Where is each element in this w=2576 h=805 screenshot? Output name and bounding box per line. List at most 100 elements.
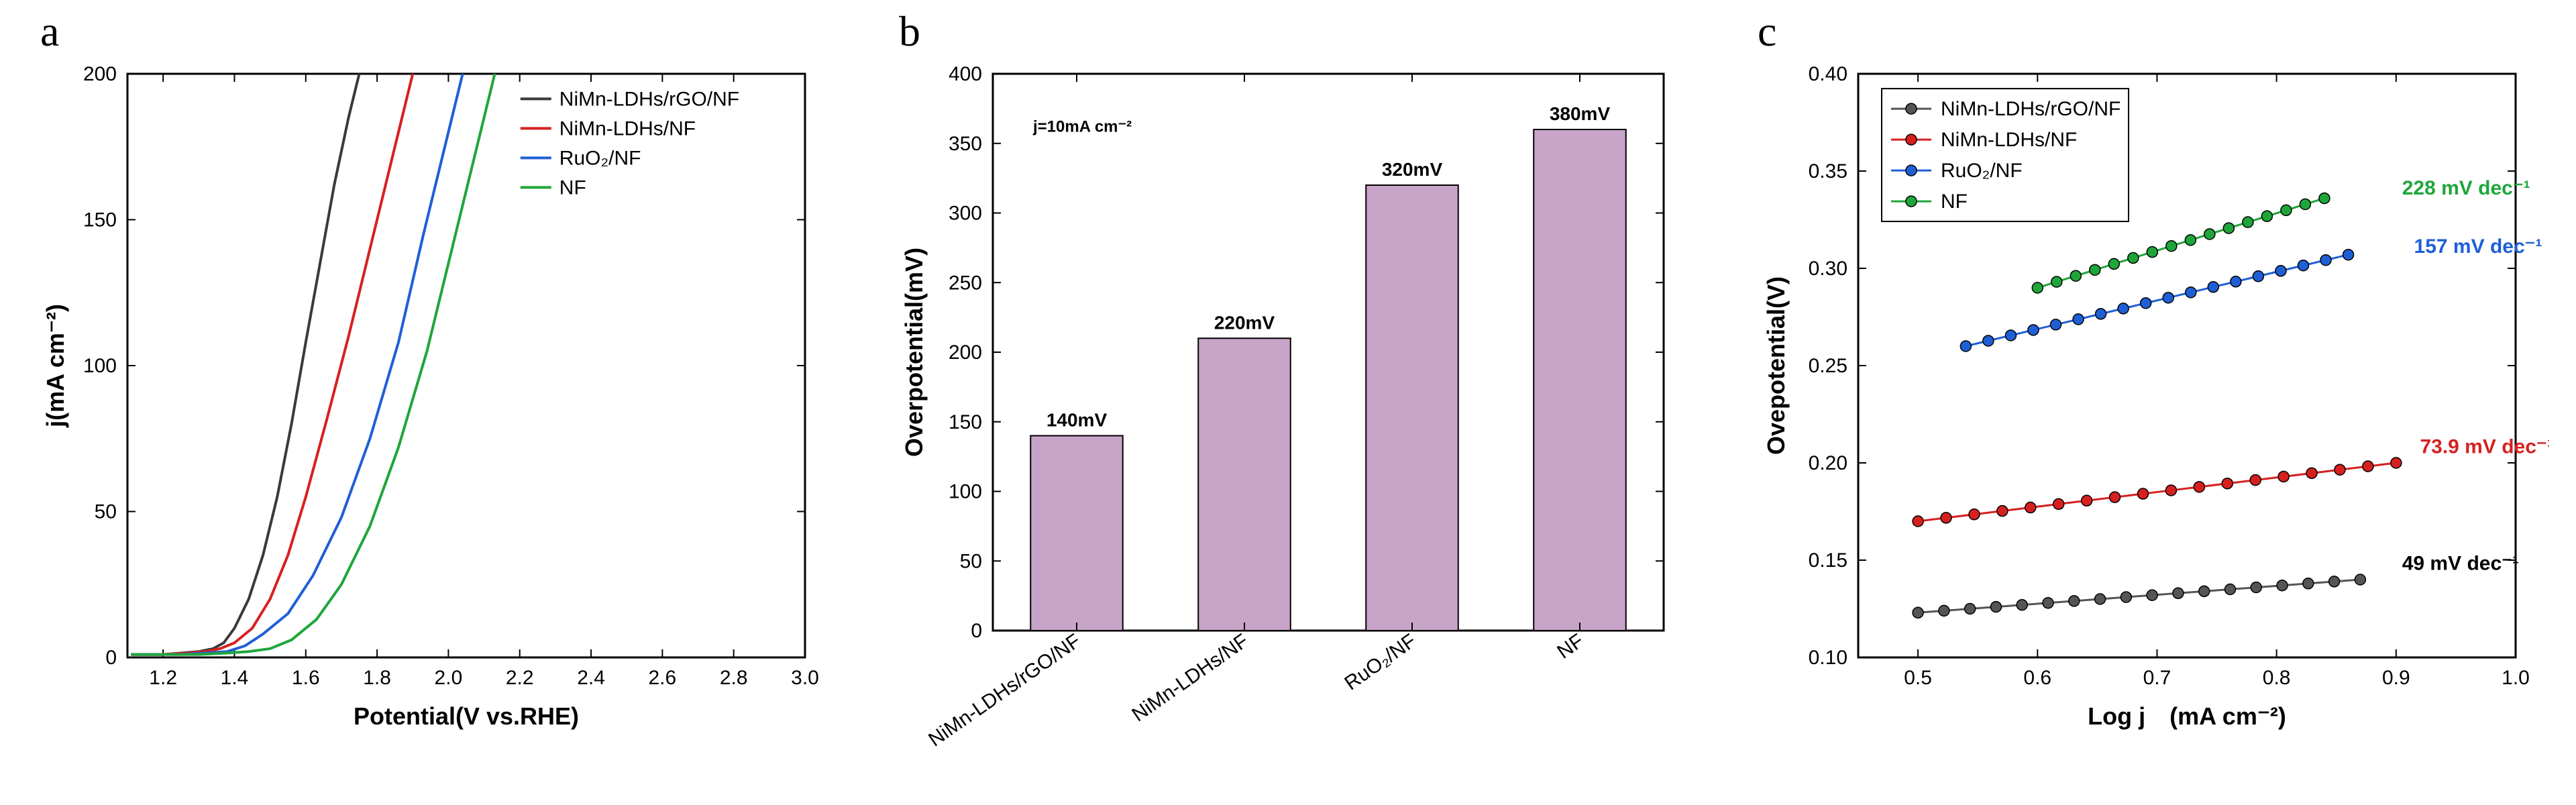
tafel-annotation: 73.9 mV dec⁻¹ <box>2420 436 2549 458</box>
panel-b-note: j=10mA cm⁻² <box>1032 117 1132 136</box>
series-marker <box>2005 330 2016 341</box>
series-marker <box>2073 314 2084 325</box>
panel-a: a 1.21.41.61.82.02.22.42.62.83.005010015… <box>0 0 859 805</box>
series-marker <box>2108 258 2119 269</box>
legend-item: RuO₂/NF <box>559 147 641 169</box>
series-marker <box>2363 461 2373 472</box>
series-marker <box>2147 247 2157 258</box>
legend-item: NiMn-LDHs/rGO/NF <box>559 88 739 110</box>
series-marker <box>2118 303 2129 314</box>
bar-value-label: 140mV <box>1046 410 1108 431</box>
series-line <box>1966 255 2348 346</box>
series-marker <box>2355 574 2365 585</box>
series-marker <box>2329 576 2340 587</box>
series-marker <box>2186 287 2196 298</box>
svg-text:0.8: 0.8 <box>2263 667 2291 689</box>
series-marker <box>1965 604 1976 614</box>
bar-category-label: RuO₂/NF <box>1340 630 1420 695</box>
series-marker <box>2281 205 2292 215</box>
series-marker <box>2051 276 2062 287</box>
series-marker <box>2110 492 2121 502</box>
tafel-annotation: 157 mV dec⁻¹ <box>2414 235 2542 258</box>
svg-text:50: 50 <box>95 501 117 523</box>
series-marker <box>2334 464 2345 475</box>
bar-category-label: NiMn-LDHs/rGO/NF <box>924 630 1085 751</box>
series-line <box>131 74 462 655</box>
series-marker <box>2082 495 2092 506</box>
panel-a-svg: 1.21.41.61.82.02.22.42.62.83.00501001502… <box>27 27 832 765</box>
bar <box>1366 185 1458 631</box>
series-marker <box>1941 513 1951 523</box>
series-line <box>1918 463 2396 521</box>
panel-c-label: c <box>1758 7 1776 56</box>
panel-b-label: b <box>899 7 920 56</box>
panel-c-svg: 0.50.60.70.80.91.00.100.150.200.250.300.… <box>1744 27 2549 765</box>
legend-item: NiMn-LDHs/NF <box>559 117 696 140</box>
series-line <box>131 74 413 655</box>
series-marker <box>2025 502 2036 513</box>
series-marker <box>2204 229 2215 239</box>
series-marker <box>2319 193 2330 204</box>
series-marker <box>2224 584 2235 595</box>
legend-item: NF <box>1941 191 1968 213</box>
series-marker <box>2222 478 2233 489</box>
series-marker <box>2053 498 2064 509</box>
series-marker <box>2391 458 2402 468</box>
tafel-annotation: 228 mV dec⁻¹ <box>2402 177 2530 199</box>
series-marker <box>2303 578 2314 589</box>
bar-value-label: 220mV <box>1214 312 1275 333</box>
series-marker <box>2128 253 2139 264</box>
tafel-annotation: 49 mV dec⁻¹ <box>2402 553 2519 575</box>
legend-item: NiMn-LDHs/rGO/NF <box>1941 98 2121 120</box>
svg-text:0.10: 0.10 <box>1809 647 1847 669</box>
series-marker <box>2090 264 2100 275</box>
panel-b-svg: 050100150200250300350400Overpotential(mV… <box>885 27 1690 765</box>
svg-text:100: 100 <box>83 355 117 377</box>
svg-text:1.8: 1.8 <box>363 667 391 689</box>
svg-text:3.0: 3.0 <box>791 667 819 689</box>
series-marker <box>2017 600 2027 610</box>
svg-text:150: 150 <box>83 209 117 231</box>
series-marker <box>2173 588 2184 598</box>
svg-text:2.2: 2.2 <box>506 667 534 689</box>
series-marker <box>1997 506 2008 517</box>
svg-text:0: 0 <box>971 620 982 642</box>
series-marker <box>2121 592 2131 602</box>
series-marker <box>2194 482 2204 492</box>
series-marker <box>2032 282 2043 293</box>
bar <box>1534 129 1626 631</box>
panel-c-xlabel: Log j (mA cm⁻²) <box>2088 702 2286 730</box>
bar-value-label: 380mV <box>1550 103 1611 124</box>
svg-text:2.0: 2.0 <box>435 667 463 689</box>
series-line <box>131 74 359 655</box>
panel-b-ylabel: Overpotential(mV) <box>900 248 928 457</box>
series-marker <box>1939 605 1949 616</box>
svg-text:0.5: 0.5 <box>1904 667 1932 689</box>
panel-a-label: a <box>40 7 59 56</box>
series-marker <box>2028 325 2039 335</box>
bar-category-label: NiMn-LDHs/NF <box>1128 630 1252 727</box>
svg-text:0.7: 0.7 <box>2143 667 2171 689</box>
series-marker <box>2223 223 2234 233</box>
svg-text:200: 200 <box>83 63 117 85</box>
series-marker <box>2070 270 2081 281</box>
bar-value-label: 320mV <box>1382 159 1443 180</box>
series-marker <box>2343 250 2354 260</box>
series-marker <box>2069 596 2080 606</box>
series-marker <box>2253 271 2263 282</box>
svg-text:1.6: 1.6 <box>292 667 320 689</box>
series-marker <box>2051 319 2061 330</box>
panel-c: c 0.50.60.70.80.91.00.100.150.200.250.30… <box>1717 0 2576 805</box>
panel-b: b 050100150200250300350400Overpotential(… <box>859 0 1717 805</box>
svg-text:2.8: 2.8 <box>720 667 748 689</box>
series-marker <box>2275 266 2286 276</box>
series-marker <box>2261 211 2272 221</box>
panel-c-ylabel: Ovepotential(V) <box>1762 276 1790 455</box>
svg-text:0.35: 0.35 <box>1809 160 1847 182</box>
panel-a-ylabel: j(mA cm⁻²) <box>42 304 69 428</box>
svg-text:1.2: 1.2 <box>149 667 177 689</box>
series-marker <box>2306 468 2317 478</box>
figure-row: a 1.21.41.61.82.02.22.42.62.83.005010015… <box>0 0 2576 805</box>
legend-item: NiMn-LDHs/NF <box>1941 129 2077 151</box>
series-marker <box>2208 282 2218 292</box>
